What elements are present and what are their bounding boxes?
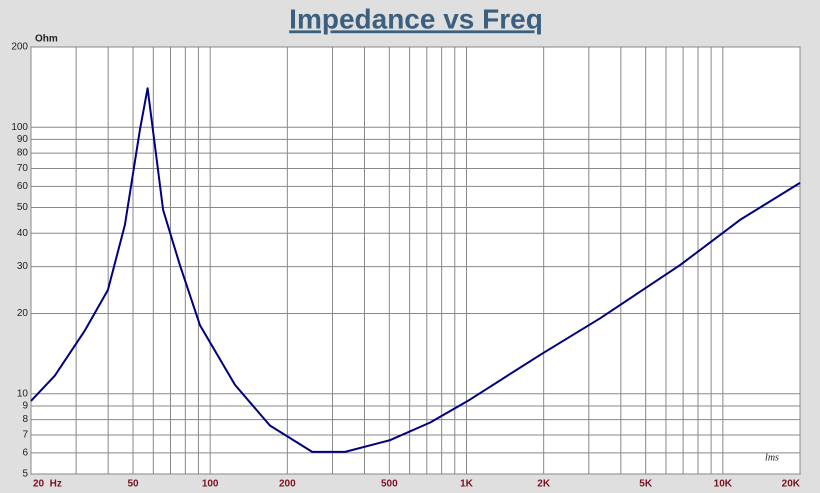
y-tick-label: 60 <box>17 181 29 192</box>
plot-area <box>30 46 801 475</box>
y-tick-label: 30 <box>17 261 29 272</box>
x-tick-label: 20 Hz <box>33 479 62 490</box>
y-tick-label: 50 <box>17 202 29 213</box>
y-tick-label: 8 <box>22 414 28 425</box>
y-tick-label: 70 <box>17 163 29 174</box>
x-tick-label: 5K <box>639 479 653 490</box>
y-tick-label: 7 <box>22 430 28 441</box>
watermark: lms <box>765 452 779 463</box>
x-tick-label: 500 <box>381 479 398 490</box>
x-tick-label: 200 <box>279 479 296 490</box>
y-tick-label: 10 <box>17 388 29 399</box>
x-tick-label: 100 <box>202 479 219 490</box>
chart-title: Impedance vs Freq <box>289 3 543 34</box>
y-tick-label: 6 <box>22 448 28 459</box>
x-tick-label: 2K <box>537 479 551 490</box>
y-tick-label: 90 <box>17 134 29 145</box>
y-tick-label: 9 <box>22 401 28 412</box>
y-axis-label: Ohm <box>35 34 58 45</box>
y-tick-label: 5 <box>22 469 28 480</box>
x-tick-label: 20K <box>782 479 801 490</box>
y-tick-label: 20 <box>17 308 29 319</box>
x-tick-label: 50 <box>127 479 139 490</box>
x-tick-label: 10K <box>714 479 733 490</box>
y-tick-label: 80 <box>17 148 29 159</box>
impedance-line <box>30 87 801 453</box>
y-tick-label: 40 <box>17 228 29 239</box>
y-tick-label: 100 <box>11 122 28 133</box>
y-tick-label: 200 <box>11 42 28 53</box>
x-tick-label: 1K <box>460 479 474 490</box>
